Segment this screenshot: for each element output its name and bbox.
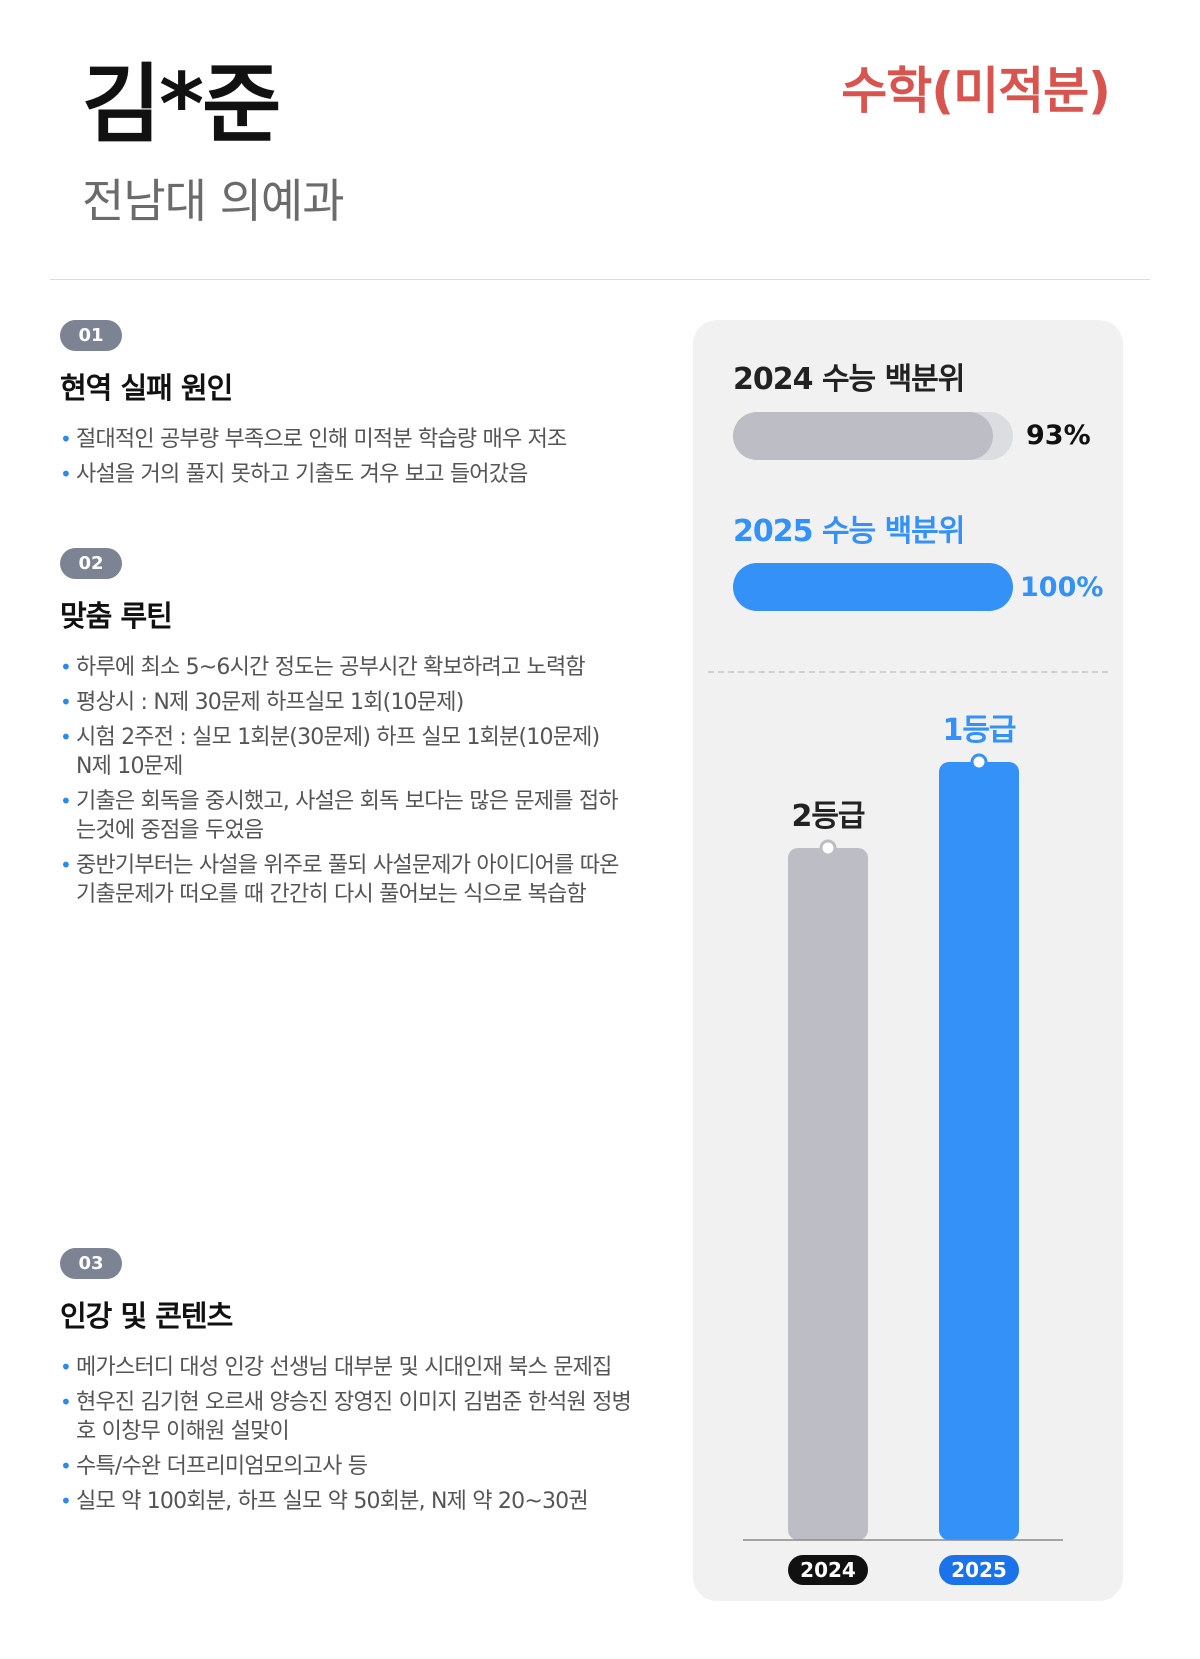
student-name: 김*준 [82,55,281,155]
section-custom-routine: 02 맞춤 루틴 하루에 최소 5~6시간 정도는 공부시간 확보하려고 노력함… [60,548,660,915]
section-number-badge: 02 [60,548,122,579]
year-badge-2024 [788,1555,868,1585]
grade-value-label-2024: 2등급 [791,799,864,834]
list-item: 하루에 최소 5~6시간 정도는 공부시간 확보하려고 노력함 [60,653,620,682]
percentile-bar-2025 [733,563,1013,611]
grade-bar-marker-2024 [819,839,837,857]
section-title: 맞춤 루틴 [60,599,173,633]
list-item: 절대적인 공부량 부족으로 인해 미적분 학습량 매우 저조 [60,425,660,454]
percentile-value-2024: 93% [1026,420,1091,451]
percentile-bar-2024 [733,412,994,460]
bullet-list: 절대적인 공부량 부족으로 인해 미적분 학습량 매우 저조 사설을 거의 풀지… [60,425,660,489]
year-badge-2025 [939,1555,1019,1585]
year-tick-label-2024: 2024 [800,1558,856,1582]
percentile-label-2024: 2024 수능 백분위 [733,362,965,397]
list-item: 기출은 회독을 중시했고, 사설은 회독 보다는 많은 문제를 접하는것에 중점… [60,787,620,845]
list-item: 메가스터디 대성 인강 선생님 대부분 및 시대인재 북스 문제집 [60,1353,650,1382]
percentile-label-2025: 2025 수능 백분위 [733,514,965,549]
grade-bar-chart: 2등급 2024 1등급 2025 [743,713,1063,1585]
list-item: 시험 2주전 : 실모 1회분(30문제) 하프 실모 1회분(10문제) N제… [60,723,620,781]
year-tick-label-2025: 2025 [951,1558,1007,1582]
bullet-list: 하루에 최소 5~6시간 정도는 공부시간 확보하려고 노력함 평상시 : N제… [60,653,620,909]
school-name: 전남대 의예과 [82,174,345,228]
section-title: 인강 및 콘텐츠 [60,1299,233,1333]
list-item: 수특/수완 더프리미엄모의고사 등 [60,1452,650,1481]
list-item: 평상시 : N제 30문제 하프실모 1회(10문제) [60,688,620,717]
dashed-divider [708,671,1108,673]
header-divider [50,279,1150,280]
list-item: 사설을 거의 풀지 못하고 기출도 겨우 보고 들어갔음 [60,460,660,489]
section-number-badge: 01 [60,320,122,351]
list-item: 현우진 김기현 오르새 양승진 장영진 이미지 김범준 한석원 정병호 이창무 … [60,1388,650,1446]
grade-bar-2024 [788,848,868,1540]
grade-bar-marker-2025 [970,753,988,771]
grade-value-label-2025: 1등급 [942,713,1015,748]
section-failure-causes: 01 현역 실패 원인 절대적인 공부량 부족으로 인해 미적분 학습량 매우 … [60,320,660,495]
section-number-badge: 03 [60,1248,122,1279]
section-title: 현역 실패 원인 [60,371,233,405]
section-lectures-content: 03 인강 및 콘텐츠 메가스터디 대성 인강 선생님 대부분 및 시대인재 북… [60,1248,660,1522]
score-panel: 2024 수능 백분위 93% 2025 수능 백분위 100% 2등급 2024… [693,320,1123,1601]
list-item: 중반기부터는 사설을 위주로 풀되 사설문제가 아이디어를 따온 기출문제가 떠… [60,851,620,909]
list-item: 실모 약 100회분, 하프 실모 약 50회분, N제 약 20~30권 [60,1487,650,1516]
percentile-track-2024 [733,412,1013,460]
percentile-value-2025: 100% [1020,572,1104,603]
grade-bar-2025 [939,762,1019,1540]
subject-title: 수학(미적분) [841,62,1111,120]
bullet-list: 메가스터디 대성 인강 선생님 대부분 및 시대인재 북스 문제집 현우진 김기… [60,1353,650,1516]
percentile-track-2025 [733,563,1013,611]
